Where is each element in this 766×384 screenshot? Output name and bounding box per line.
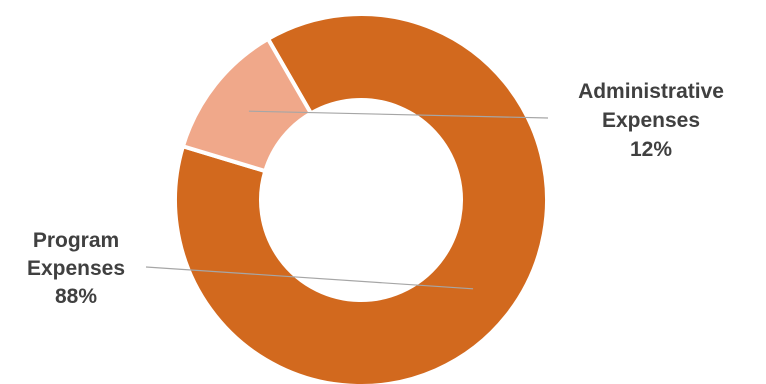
slice-administrative-expenses xyxy=(180,36,314,174)
label-program-expenses-line1: Program xyxy=(33,229,119,252)
label-administrative-expenses-line2: Expenses xyxy=(602,109,700,132)
donut-slices xyxy=(173,12,549,384)
leader-lines xyxy=(145,110,549,290)
slice-program-expenses xyxy=(173,12,549,384)
leader-line-administrative-expenses xyxy=(248,110,549,119)
leader-line-program-expenses xyxy=(145,266,474,290)
label-administrative-expenses-value: 12% xyxy=(630,138,672,161)
label-program-expenses-value: 88% xyxy=(55,285,97,308)
label-administrative-expenses-line1: Administrative xyxy=(578,80,724,103)
label-program-expenses-line2: Expenses xyxy=(27,257,125,280)
